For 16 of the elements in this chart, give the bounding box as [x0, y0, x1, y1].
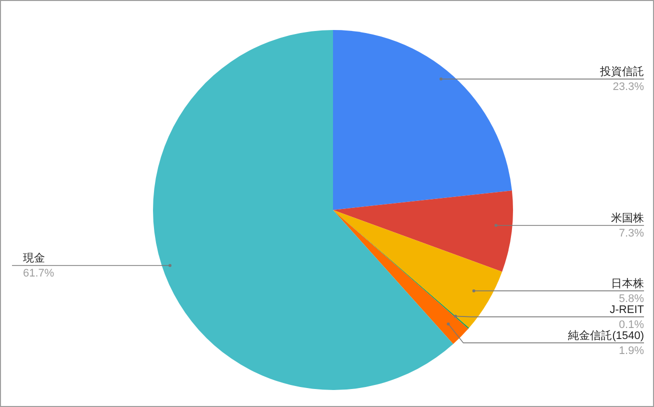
slice-label: 米国株	[611, 211, 644, 224]
slice-label: J-REIT	[610, 304, 644, 316]
slice-label: 純金信託(1540)	[568, 328, 644, 342]
data-label: 23.3%	[612, 81, 644, 94]
data-label: 1.9%	[618, 344, 644, 357]
pie-slice	[153, 30, 454, 390]
data-label: 7.3%	[618, 227, 644, 240]
data-label: 0.1%	[618, 318, 644, 331]
pie-slice	[333, 190, 513, 272]
pie-slice	[333, 30, 512, 210]
slice-label: 投資信託	[599, 65, 644, 78]
pie-slice	[333, 210, 502, 328]
slice-label: 日本株	[611, 276, 644, 290]
slice-label: 現金	[23, 252, 45, 264]
data-label: 5.8%	[618, 292, 644, 305]
data-label: 61.7%	[23, 267, 54, 280]
